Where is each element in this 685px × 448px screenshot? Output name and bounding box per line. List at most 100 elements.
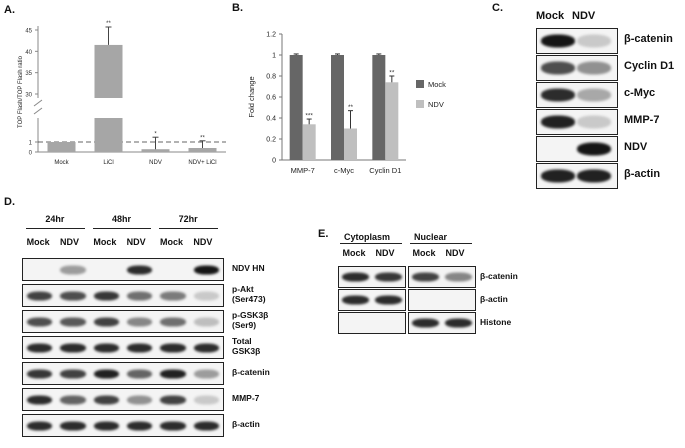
blot-band	[445, 272, 472, 282]
row-label: β-catenin	[624, 33, 673, 45]
blot-band	[160, 421, 186, 430]
blot-band	[541, 169, 575, 183]
blot-band	[127, 291, 153, 300]
blot-band	[160, 343, 186, 352]
bar-ndv-licl	[188, 148, 217, 152]
row-label: β-actin	[480, 294, 508, 304]
row-label: Total	[232, 336, 252, 346]
blot-band	[93, 369, 119, 378]
axis-break-mark	[33, 107, 43, 115]
blot-band	[577, 34, 611, 48]
significance-mark: *	[154, 132, 157, 138]
bar-mock-c-myc	[331, 55, 344, 160]
lane-label-ndv: NDV	[60, 237, 80, 247]
blot-strip	[536, 109, 618, 135]
row-label: Histone	[480, 317, 512, 327]
blot-band	[193, 395, 219, 404]
x-tick-label: Cyclin D1	[369, 166, 401, 175]
panel-c-western-blot: Mock NDV β-catenin Cyclin D1 c-Myc MMP-7 NDV β-…	[530, 10, 685, 210]
y-tick-label: 1	[272, 53, 276, 60]
blot-strip	[338, 312, 406, 334]
row-label: β-actin	[624, 168, 661, 180]
blot-band	[127, 343, 153, 352]
timepoint-underline	[26, 228, 85, 229]
blot-band	[577, 115, 611, 129]
blot-strip	[22, 414, 224, 437]
x-tick-label: MMP-7	[291, 166, 315, 175]
blot-band	[27, 291, 53, 300]
significance-mark: ***	[305, 113, 313, 120]
blot-strip	[536, 28, 618, 54]
blot-band	[93, 317, 119, 326]
timepoint-underline	[92, 228, 152, 229]
blot-band	[127, 421, 153, 430]
blot-band	[193, 265, 219, 274]
lane-label-ndv: NDV	[193, 237, 213, 247]
blot-strip	[22, 310, 224, 333]
bar-licl	[94, 118, 123, 152]
row-label: Cyclin D1	[624, 60, 675, 72]
blot-band	[60, 369, 86, 378]
blot-band	[27, 421, 53, 430]
blot-band	[541, 61, 575, 75]
row-label-sub: GSK3β	[232, 346, 261, 356]
blot-band	[193, 421, 219, 430]
blot-band	[60, 343, 86, 352]
y-axis-label: Fold change	[247, 76, 256, 117]
blot-band	[160, 317, 186, 326]
panel-label-b: B.	[232, 2, 243, 14]
blot-band	[342, 272, 369, 282]
blot-band	[412, 318, 439, 328]
blot-strip	[338, 266, 406, 288]
x-tick-label: NDV+ LiCl	[188, 160, 216, 166]
blot-band	[541, 115, 575, 129]
bar-licl-upper	[94, 44, 123, 98]
row-label-sub: (Ser473)	[232, 294, 266, 304]
blot-band	[127, 317, 153, 326]
blot-band	[577, 88, 611, 102]
group-underline	[340, 243, 402, 244]
row-label-sub: (Ser9)	[232, 320, 257, 330]
row-label: β-actin	[232, 419, 260, 429]
blot-band	[93, 395, 119, 404]
row-label: MMP-7	[232, 393, 260, 403]
blot-band	[93, 343, 119, 352]
y-axis-label: TOP Flash/TOP Flash ratio	[18, 55, 24, 128]
timepoint-label: 48hr	[112, 214, 132, 224]
blot-band	[577, 142, 611, 156]
lane-label-mock: Mock	[412, 248, 436, 258]
y-tick-label: 0	[272, 158, 276, 165]
blot-band	[160, 369, 186, 378]
blot-band	[577, 61, 611, 75]
blot-strip	[338, 289, 406, 311]
group-underline	[410, 243, 472, 244]
lane-label-mock: Mock	[160, 237, 184, 247]
x-tick-label: Mock	[54, 160, 69, 166]
lane-label-ndv: NDV	[126, 237, 146, 247]
blot-band	[60, 395, 86, 404]
y-tick-label: 0.8	[266, 74, 276, 81]
timepoint-label: 24hr	[45, 214, 65, 224]
significance-mark: **	[389, 70, 395, 77]
blot-band	[127, 395, 153, 404]
panel-b-bar-chart: 0 0.2 0.4 0.6 0.8 1 1.2 Fold change *** MMP-7 ** c-…	[247, 32, 446, 176]
blot-band	[60, 421, 86, 430]
y-tick-label: 30	[25, 93, 32, 99]
blot-strip	[536, 136, 618, 162]
blot-strip	[408, 312, 476, 334]
y-tick-label: 35	[25, 71, 32, 77]
blot-band	[412, 272, 439, 282]
axis-break-mark	[33, 99, 43, 107]
lane-label-ndv: NDV	[375, 248, 395, 258]
blot-strip	[408, 266, 476, 288]
lane-label-ndv: NDV	[445, 248, 465, 258]
x-tick-label: LiCl	[103, 160, 113, 166]
blot-band	[127, 265, 153, 274]
bar-ndv-cyclin-d1	[385, 82, 399, 160]
row-label: c-Myc	[624, 87, 656, 99]
row-label: MMP-7	[624, 114, 660, 126]
bar-ndv-mmp-7	[302, 124, 316, 160]
legend-swatch-ndv	[416, 100, 424, 108]
blot-band	[342, 295, 369, 305]
row-label: β-catenin	[232, 367, 270, 377]
